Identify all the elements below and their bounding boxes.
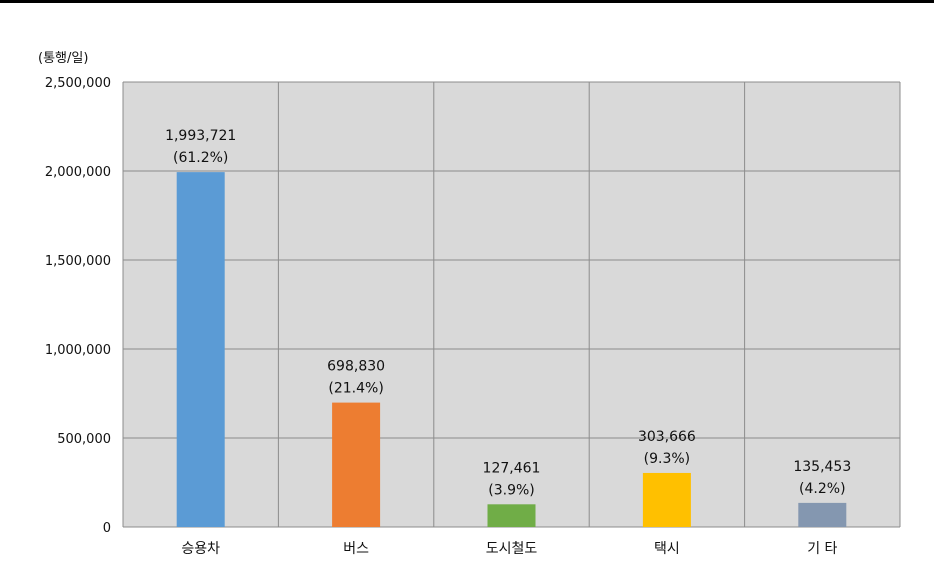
bar: [487, 504, 536, 527]
y-tick-label: 1,000,000: [45, 343, 111, 358]
y-tick-label: 1,500,000: [45, 254, 111, 269]
value-label: 1,993,721: [165, 128, 236, 144]
bar: [642, 472, 691, 527]
percent-label: (3.9%): [488, 482, 535, 498]
percent-label: (61.2%): [173, 150, 228, 166]
bars: [176, 172, 847, 527]
bar: [176, 172, 225, 527]
y-tick-label: 500,000: [57, 432, 111, 447]
top-rule: [0, 0, 934, 3]
percent-label: (4.2%): [799, 481, 846, 497]
grid-lines: [122, 81, 901, 528]
value-label: 127,461: [483, 460, 541, 476]
x-category-label: 기 타: [807, 541, 837, 557]
y-tick-label: 2,000,000: [45, 165, 111, 180]
y-axis-unit-label: (통행/일): [38, 50, 88, 66]
value-label: 303,666: [638, 429, 696, 445]
y-tick-label: 2,500,000: [45, 76, 111, 91]
x-category-label: 도시철도: [486, 541, 538, 557]
value-label: 698,830: [327, 359, 385, 375]
x-category-label: 버스: [343, 541, 369, 557]
x-axis-categories: 승용차 버스 도시철도 택시 기 타: [181, 541, 837, 557]
value-label: 135,453: [793, 459, 851, 475]
bar: [332, 402, 381, 527]
y-axis-ticks: 0 500,000 1,000,000 1,500,000 2,000,000 2,500…: [45, 76, 111, 536]
bar: [798, 502, 847, 527]
data-labels: 1,993,721 (61.2%) 698,830 (21.4%) 127,461 (3.…: [165, 128, 851, 498]
percent-label: (21.4%): [328, 381, 383, 397]
x-category-label: 승용차: [181, 541, 220, 557]
plot-area: [123, 82, 900, 527]
percent-label: (9.3%): [644, 451, 691, 467]
x-category-label: 택시: [654, 541, 680, 557]
y-tick-label: 0: [103, 521, 111, 536]
